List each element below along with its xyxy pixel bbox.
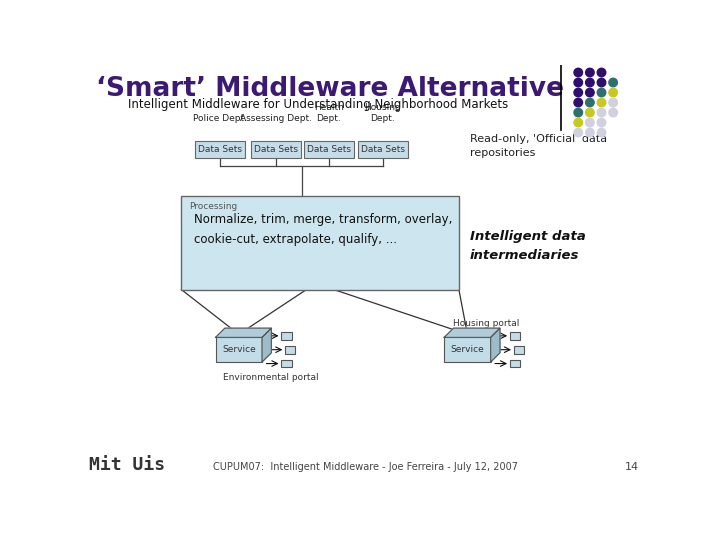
Bar — [510, 332, 520, 340]
Bar — [444, 338, 490, 362]
Circle shape — [585, 78, 594, 87]
Polygon shape — [444, 328, 500, 338]
Circle shape — [597, 118, 606, 127]
Text: Assessing Dept.: Assessing Dept. — [240, 113, 312, 123]
Text: Environmental portal: Environmental portal — [223, 373, 319, 382]
Text: 14: 14 — [624, 462, 639, 472]
Text: Housing portal: Housing portal — [454, 319, 520, 328]
Text: Health
Dept.: Health Dept. — [314, 103, 343, 123]
Bar — [358, 141, 408, 158]
Polygon shape — [215, 328, 271, 338]
Text: Data Sets: Data Sets — [307, 145, 351, 154]
Text: Data Sets: Data Sets — [198, 145, 242, 154]
Circle shape — [574, 129, 582, 137]
Text: Data Sets: Data Sets — [361, 145, 405, 154]
Text: Housing
Dept.: Housing Dept. — [364, 103, 401, 123]
Bar — [304, 141, 354, 158]
Text: Normalize, trim, merge, transform, overlay,
cookie-cut, extrapolate, qualify, ..: Normalize, trim, merge, transform, overl… — [194, 213, 452, 246]
Circle shape — [574, 109, 582, 117]
Bar — [215, 338, 262, 362]
Circle shape — [585, 118, 594, 127]
Circle shape — [574, 98, 582, 107]
Text: Mit Uis: Mit Uis — [89, 456, 166, 474]
Circle shape — [574, 118, 582, 127]
Circle shape — [585, 109, 594, 117]
Circle shape — [609, 109, 617, 117]
Text: ‘Smart’ Middleware Alternative: ‘Smart’ Middleware Alternative — [96, 77, 564, 103]
Text: Service: Service — [451, 345, 485, 354]
Circle shape — [609, 78, 617, 87]
Circle shape — [597, 129, 606, 137]
Polygon shape — [490, 328, 500, 362]
Text: Intelligent Middleware for Understanding Neighborhood Markets: Intelligent Middleware for Understanding… — [128, 98, 509, 111]
Circle shape — [574, 88, 582, 97]
Text: Police Dept.: Police Dept. — [193, 113, 247, 123]
Circle shape — [585, 68, 594, 77]
Circle shape — [585, 88, 594, 97]
Bar — [251, 141, 301, 158]
Polygon shape — [262, 328, 271, 362]
Bar — [285, 346, 295, 354]
Circle shape — [597, 68, 606, 77]
Circle shape — [609, 88, 617, 97]
Bar — [510, 360, 520, 367]
Bar — [282, 332, 292, 340]
Circle shape — [597, 109, 606, 117]
Bar — [195, 141, 246, 158]
Circle shape — [585, 129, 594, 137]
Circle shape — [609, 98, 617, 107]
Circle shape — [574, 78, 582, 87]
Text: Processing: Processing — [189, 202, 238, 211]
Circle shape — [597, 98, 606, 107]
Bar — [181, 195, 459, 289]
Text: Data Sets: Data Sets — [254, 145, 298, 154]
Circle shape — [585, 98, 594, 107]
Bar — [282, 360, 292, 367]
Text: CUPUM07:  Intelligent Middleware - Joe Ferreira - July 12, 2007: CUPUM07: Intelligent Middleware - Joe Fe… — [212, 462, 518, 472]
Circle shape — [597, 78, 606, 87]
Text: Intelligent data
intermediaries: Intelligent data intermediaries — [469, 230, 585, 262]
Text: Read-only, 'Official' data
repositories: Read-only, 'Official' data repositories — [469, 134, 607, 158]
Circle shape — [597, 88, 606, 97]
Text: Service: Service — [222, 345, 256, 354]
Bar — [514, 346, 524, 354]
Circle shape — [574, 68, 582, 77]
